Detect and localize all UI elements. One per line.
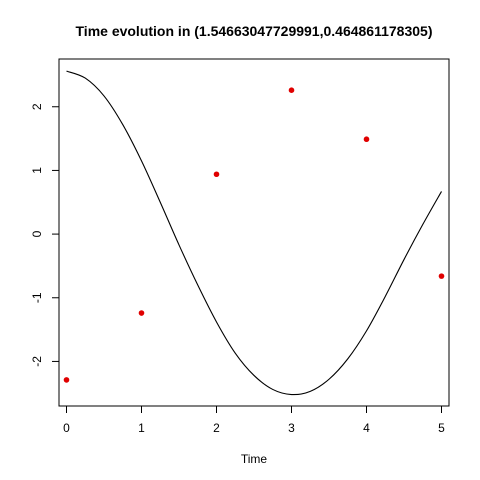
x-tick-label: 0 [63, 421, 70, 435]
x-tick-label: 3 [288, 421, 295, 435]
data-point [288, 87, 295, 93]
x-tick-label: 4 [363, 421, 370, 435]
data-point [138, 310, 145, 316]
y-axis: -2 -1 0 1 2 [30, 103, 60, 367]
x-tick-label: 1 [138, 421, 145, 435]
x-tick-label: 2 [213, 421, 220, 435]
x-axis: 0 1 2 3 4 5 [63, 405, 445, 435]
chart-title: Time evolution in (1.54663047729991,0.46… [76, 23, 433, 39]
data-point [63, 377, 70, 383]
series-layer [63, 70, 445, 396]
data-point [438, 273, 445, 279]
y-tick-label: -1 [30, 292, 44, 303]
y-tick-label: 0 [30, 230, 44, 237]
x-axis-label: Time [241, 452, 268, 466]
y-tick-label: 1 [30, 167, 44, 174]
data-point [213, 171, 220, 178]
y-tick-label: -2 [30, 356, 44, 367]
data-point [363, 136, 370, 143]
y-tick-label: 2 [30, 103, 44, 110]
x-tick-label: 5 [438, 421, 445, 435]
plot-frame [58, 58, 450, 407]
series-line [66, 70, 442, 396]
